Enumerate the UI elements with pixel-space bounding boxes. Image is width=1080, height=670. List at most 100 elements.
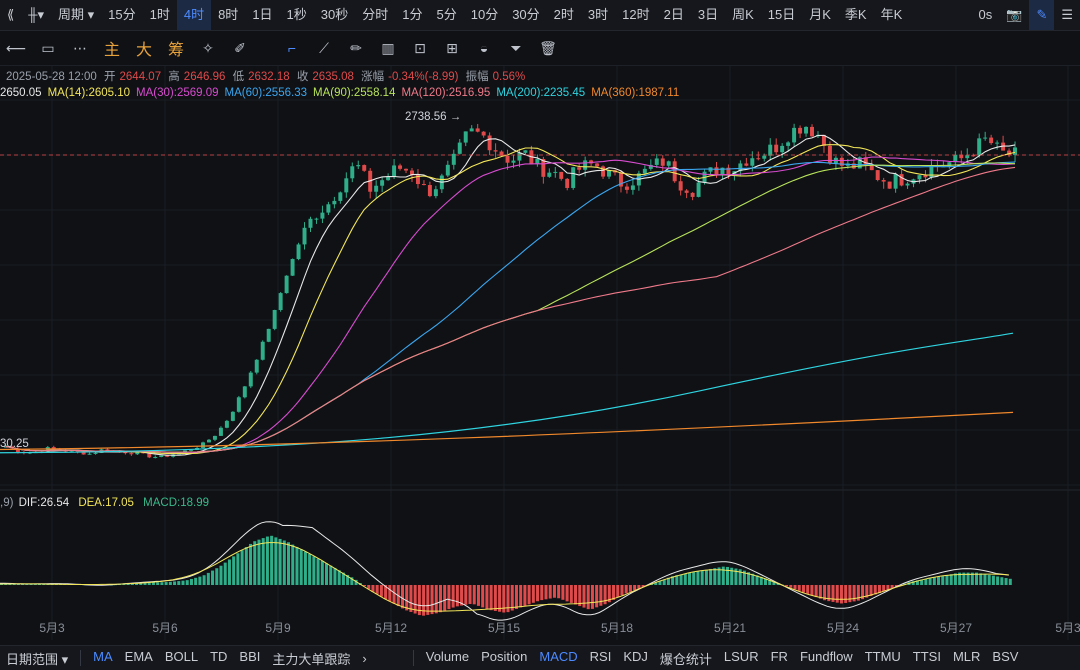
indicator-tab[interactable]: TD xyxy=(210,648,228,664)
indicator-tab[interactable]: 爆仓统计 xyxy=(659,651,712,667)
bar-pattern-icon[interactable]: ▥ xyxy=(381,39,395,56)
interval-tab[interactable]: 4时 xyxy=(176,0,212,30)
interval-tab[interactable]: 30秒 xyxy=(320,7,349,22)
sparkle-icon[interactable]: ✧ xyxy=(202,39,214,56)
interval-tab[interactable]: 1时 xyxy=(149,7,170,22)
candle-body xyxy=(93,452,98,454)
macd-bar xyxy=(244,547,248,585)
candle-body xyxy=(553,171,558,173)
interval-tab[interactable]: 3日 xyxy=(697,7,719,22)
indicator-tab[interactable]: MA xyxy=(93,648,113,664)
candle-body xyxy=(642,168,647,174)
high-value: 2646.96 xyxy=(183,71,226,83)
indicator-tab[interactable]: BOLL xyxy=(164,648,199,664)
more-dots-icon[interactable]: ⋯ xyxy=(73,39,87,56)
brush-icon[interactable]: ✏ xyxy=(350,39,362,56)
interval-tab[interactable]: 1秒 xyxy=(286,7,307,22)
macd-bar xyxy=(417,585,421,616)
candle-body xyxy=(308,218,313,228)
indicator-tab[interactable]: Position xyxy=(481,648,528,664)
macd-bar xyxy=(236,553,240,585)
pen-off-icon[interactable]: ✐ xyxy=(234,39,246,56)
indicator-tab[interactable]: MACD xyxy=(539,648,578,664)
interval-tab[interactable]: 2时 xyxy=(553,7,574,22)
crosshair-arrow-icon[interactable]: ⟵ xyxy=(5,39,27,56)
macd-bar xyxy=(253,541,257,585)
indicator-tab[interactable]: TTMU xyxy=(864,648,901,664)
macd-bar xyxy=(118,584,122,585)
macd-bar xyxy=(303,551,307,585)
macd-bar xyxy=(620,585,624,596)
macd-bar xyxy=(679,574,683,585)
chevron-right-icon[interactable]: › xyxy=(362,650,367,666)
indicator-tab[interactable]: KDJ xyxy=(623,648,648,664)
interval-tab[interactable]: 分时 xyxy=(362,7,389,22)
indicator-large[interactable]: 大 xyxy=(135,42,152,59)
macd-bar xyxy=(362,585,367,587)
candle-body xyxy=(1013,147,1017,155)
x-axis-label: 5月3 xyxy=(39,621,65,635)
trash-icon[interactable]: 🗑 xyxy=(539,39,557,56)
indicator-tab[interactable]: 主力大单跟踪 xyxy=(272,651,351,667)
interval-tab[interactable]: 12时 xyxy=(622,7,650,22)
candle-body xyxy=(314,218,319,220)
candle-body xyxy=(499,151,504,156)
interval-tab[interactable]: 年K xyxy=(880,7,903,22)
interval-tab[interactable]: 周K xyxy=(732,7,754,22)
draw-pen-icon[interactable]: ✎ xyxy=(1029,0,1055,30)
indicator-tab[interactable]: Fundflow xyxy=(799,648,853,664)
magnet-icon[interactable]: ◒ xyxy=(479,40,489,56)
indicator-tab[interactable]: MLR xyxy=(952,648,981,664)
indicator-tab[interactable]: TTSI xyxy=(912,648,941,664)
macd-bar xyxy=(683,573,687,585)
interval-tab[interactable]: 月K xyxy=(809,7,831,22)
interval-tab[interactable]: 15分 xyxy=(108,7,136,22)
interval-tab[interactable]: 5分 xyxy=(436,7,457,22)
macd-bar xyxy=(772,581,776,585)
indicator-tab[interactable]: FR xyxy=(770,648,788,664)
select-icon[interactable]: ⌐ xyxy=(287,40,297,56)
macd-bar xyxy=(1008,578,1012,585)
macd-bar xyxy=(160,582,164,585)
interval-tab[interactable]: 1分 xyxy=(402,7,423,22)
candle-body xyxy=(165,455,170,457)
interval-tab[interactable]: 1日 xyxy=(252,7,273,22)
interval-tab[interactable]: 30分 xyxy=(512,7,540,22)
indicator-tab[interactable]: EMA xyxy=(124,648,153,664)
candle-body xyxy=(218,427,223,436)
interval-tab[interactable]: 季K xyxy=(844,7,867,22)
interval-tab[interactable]: 10分 xyxy=(470,7,499,22)
date-range-button[interactable]: 日期范围 ▾ xyxy=(6,651,69,667)
indicator-tab[interactable]: RSI xyxy=(589,648,612,664)
interval-tab[interactable]: 2日 xyxy=(663,7,684,22)
indicator-tab[interactable]: BBI xyxy=(239,648,261,664)
macd-bar xyxy=(29,584,33,585)
macd-bar xyxy=(198,576,202,585)
interval-tab[interactable]: 8时 xyxy=(218,7,239,22)
candle-body xyxy=(863,157,868,165)
indicator-chips[interactable]: 筹 xyxy=(167,42,184,59)
rectangle-icon[interactable]: ▭ xyxy=(41,39,55,56)
macd-bar xyxy=(502,585,506,613)
more-icon[interactable]: ☰ xyxy=(1061,7,1073,22)
ruler-icon[interactable]: ⟋ xyxy=(319,39,329,56)
indicator-tab[interactable]: LSUR xyxy=(723,648,759,664)
interval-tab[interactable]: 3时 xyxy=(587,7,609,22)
indicator-tab[interactable]: Volume xyxy=(425,648,470,664)
macd-bar xyxy=(814,585,818,598)
funnel-icon[interactable]: ⏷ xyxy=(510,39,522,56)
period-dropdown[interactable]: 周期 ▾ xyxy=(57,7,95,22)
amp-value: 0.56% xyxy=(492,71,526,83)
text-box-icon[interactable]: ⊡ xyxy=(414,39,426,56)
interval-tab[interactable]: 15日 xyxy=(767,7,796,22)
multi-chart-icon[interactable]: ⊞ xyxy=(446,39,458,56)
camera-icon[interactable]: 📷 xyxy=(1006,7,1023,22)
macd-bar xyxy=(206,572,210,585)
indicator-main[interactable]: 主 xyxy=(103,42,120,59)
macd-bar xyxy=(164,582,168,585)
macd-bar xyxy=(578,585,582,607)
indicator-tab[interactable]: BSV xyxy=(992,648,1019,664)
candlestick-type-icon[interactable]: ╫▾ xyxy=(28,7,44,22)
double-chevron-left-icon[interactable]: ⟪ xyxy=(7,7,15,22)
